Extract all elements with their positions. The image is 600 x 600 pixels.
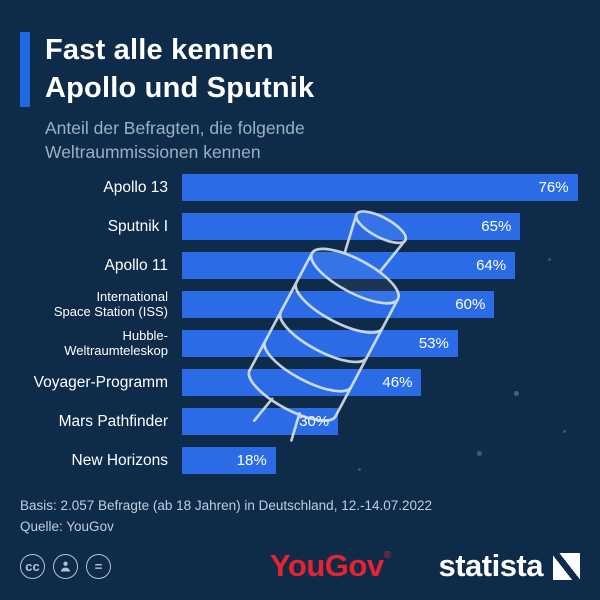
statista-logo: statista [438,548,580,584]
bar-label: Voyager-Programm [33,373,168,391]
bar-label: Sputnik I [107,217,168,235]
bar-value: 30% [299,413,330,430]
chart-row: New Horizons 18% [20,445,588,476]
bar-chart: Apollo 13 76% Sputnik I 65% Apollo 11 64… [20,172,588,484]
yougov-logo: YouGov® [270,548,391,584]
bar-label: Hubble- Weltraumteleskop [64,327,168,358]
bar-value: 64% [476,257,507,274]
bar-value: 76% [538,179,569,196]
bar-track: 53% [182,330,588,357]
bar-track: 65% [182,213,588,240]
bar: 60% [182,291,495,318]
title-line-2: Apollo und Sputnik [45,71,315,104]
chart-row: Apollo 13 76% [20,172,588,203]
bar-label: New Horizons [71,451,168,469]
chart-row: International Space Station (ISS) 60% [20,289,588,320]
stars-decoration [0,0,3,3]
subtitle-line-1: Anteil der Befragten, die folgende [45,118,305,138]
bar: 64% [182,252,516,279]
chart-row: Sputnik I 65% [20,211,588,242]
equals-icon: = [86,553,111,579]
bar: 46% [182,369,422,396]
bar-label: Mars Pathfinder [58,412,168,430]
basis-note: Basis: 2.057 Befragte (ab 18 Jahren) in … [20,498,433,513]
header: Fast alle kennen Apollo und Sputnik [20,32,314,108]
bar-track: 64% [182,252,588,279]
statista-square-icon [553,552,580,580]
cc-icon: cc [20,553,45,579]
bar: 53% [182,330,458,357]
license-icons: cc = [20,553,111,579]
title-line-1: Fast alle kennen [45,34,274,66]
page-title: Fast alle kennen Apollo und Sputnik [45,32,314,107]
chart-row: Mars Pathfinder 30% [20,406,588,437]
chart-subtitle: Anteil der Befragten, die folgende Weltr… [45,116,305,164]
bar-value: 53% [418,335,449,352]
bar-track: 18% [182,447,588,474]
bar-label: Apollo 13 [103,178,168,196]
title-accent-bar [20,32,30,108]
bar-value: 60% [455,296,486,313]
bar: 30% [182,408,339,435]
bar-value: 46% [382,374,413,391]
registered-mark: ® [383,550,391,561]
bar-value: 65% [481,218,512,235]
subtitle-line-2: Weltraummissionen kennen [45,142,261,163]
bar-track: 30% [182,408,588,435]
chart-row: Voyager-Programm 46% [20,367,588,398]
chart-row: Hubble- Weltraumteleskop 53% [20,328,588,359]
bar-track: 60% [182,291,588,318]
chart-row: Apollo 11 64% [20,250,588,281]
bar: 18% [182,447,276,474]
bottom-bar: cc = YouGov® statista [20,548,580,584]
bar: 65% [182,213,521,240]
bar-track: 76% [182,174,588,201]
bar-label: Apollo 11 [104,256,168,274]
bar-label: International Space Station (ISS) [53,288,168,319]
source-note: Quelle: YouGov [20,519,114,534]
bar-track: 46% [182,369,588,396]
statista-wordmark: statista [438,548,543,583]
yougov-wordmark: YouGov [270,548,384,583]
bar-value: 18% [236,452,267,469]
attribution-person-icon [53,553,78,579]
bar: 76% [182,174,578,201]
